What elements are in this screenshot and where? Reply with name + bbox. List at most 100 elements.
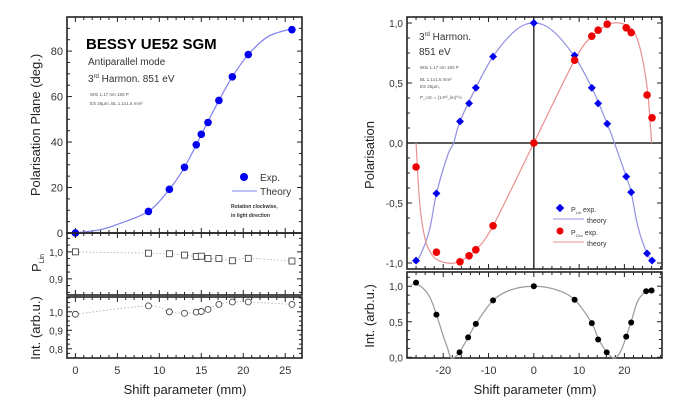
left-title: BESSY UE52 SGM [86,36,217,53]
left-x-tick-label: 20 [237,365,249,377]
legend-plin-marker [555,203,565,213]
data-point [472,320,479,327]
data-point [215,96,223,105]
data-point [204,305,212,313]
data-point [628,319,635,326]
data-point [288,300,296,308]
left-panel-0-y-tick-label: 40 [51,137,63,149]
left-panel-1-y-tick-label: 1,0 [49,248,63,259]
left-panel-2-y-tick-label: 0,9 [49,326,63,337]
data-point [587,32,596,40]
legend-plin-theory-label: theory [587,218,607,225]
data-point [643,249,652,258]
data-point [622,172,631,181]
data-point [603,349,610,356]
data-point [181,309,188,317]
left-ylabel-int: Int. (arb.u.) [28,296,43,360]
left-ylabel-angle: Polarisation Plane (deg.) [28,54,43,196]
data-point [197,308,205,315]
data-point [180,163,189,172]
data-point [244,254,252,262]
data-point [603,20,611,29]
right-harmonic: 3rd Harmon. [419,32,471,43]
right-note4: P_circ = (1-P²_lin)^½ [420,94,462,100]
data-point [215,300,223,308]
data-point [529,19,538,27]
legend-theory-label: Theory [260,187,291,198]
left-x-tick-label: 25 [279,365,291,377]
right-energy: 851 eV [419,47,451,58]
right-panel-0-y-tick-label: -0,5 [386,199,404,210]
data-point [197,130,206,139]
data-point [228,72,237,81]
rotation-note-1: Rotation clockwise, [231,204,278,210]
data-point [648,114,656,122]
left-x-tick-label: 10 [153,365,165,377]
rotation-note-2: in light direction [231,213,270,219]
left-x-tick-label: 0 [72,365,78,377]
data-point [145,249,152,257]
data-point [456,258,464,266]
data-point [530,139,538,147]
left-note1: WSi 1.17 nm 150 P [90,92,129,97]
data-point [587,83,596,92]
right-x-tick-label: -10 [481,365,497,377]
data-point [244,298,252,306]
left-x-tick-label: 5 [114,365,120,377]
right-ylabel-int: Int. (arb.u.) [362,284,377,348]
legend-pcirc-theory-label: theory [587,241,607,248]
left-xlabel: Shift parameter (mm) [124,382,247,397]
right-x-tick-label: -20 [435,365,451,377]
right-x-tick-label: 10 [573,365,585,377]
left-ylabel-plin: PLin [29,254,46,272]
data-point [144,207,153,216]
left-panel-0-y-tick-label: 60 [51,92,63,104]
left-panel-0-y-tick-label: 0 [57,228,63,240]
data-point [489,222,497,230]
left-panel-0-y-tick-label: 80 [51,46,63,58]
data-point [456,117,464,126]
right-ylabel-pol: Polarisation [362,121,377,189]
right-xlabel: Shift parameter (mm) [474,382,597,397]
left-panel-0-y-tick-label: 20 [51,183,63,195]
left-panel-2-frame [66,296,303,359]
data-point [594,26,602,34]
data-point [570,56,579,64]
right-note3: ES 25µm, [420,84,440,89]
right-panel-0-y-tick-label: -1,0 [386,259,404,270]
left-panel-2-y-tick-label: 0,8 [49,345,63,356]
data-point [643,91,651,99]
data-point [288,257,296,265]
data-point [165,185,174,194]
data-point [288,25,296,34]
right-panel-1-y-tick-label: 0,5 [389,318,403,329]
right-panel-1-y-tick-label: 1,0 [389,282,403,293]
right-note1: WSi 1.17 nm 150 P [420,65,459,70]
data-point [623,333,630,340]
left-panel-1-frame [66,232,303,296]
data-point [465,252,473,260]
data-point [643,288,650,295]
data-point [165,308,173,316]
data-point [588,320,595,327]
data-point [204,255,212,263]
left-note2: ES 25µm, BL 1.1x1.6 mm² [90,101,143,106]
data-point [244,50,253,59]
data-point [627,188,636,197]
data-point [595,336,602,343]
right-x-tick-label: 20 [618,365,630,377]
data-point [465,334,472,341]
data-point [204,118,212,127]
right-x-tick-label: 0 [531,365,537,377]
data-point [215,255,223,263]
legend-exp-marker [240,173,248,181]
data-point [228,257,236,265]
data-point [603,119,612,128]
data-point [145,302,152,310]
data-point [471,83,480,92]
data-point [197,252,205,260]
data-point [571,296,578,303]
right-panel-0-y-tick-label: 0,0 [389,139,403,150]
